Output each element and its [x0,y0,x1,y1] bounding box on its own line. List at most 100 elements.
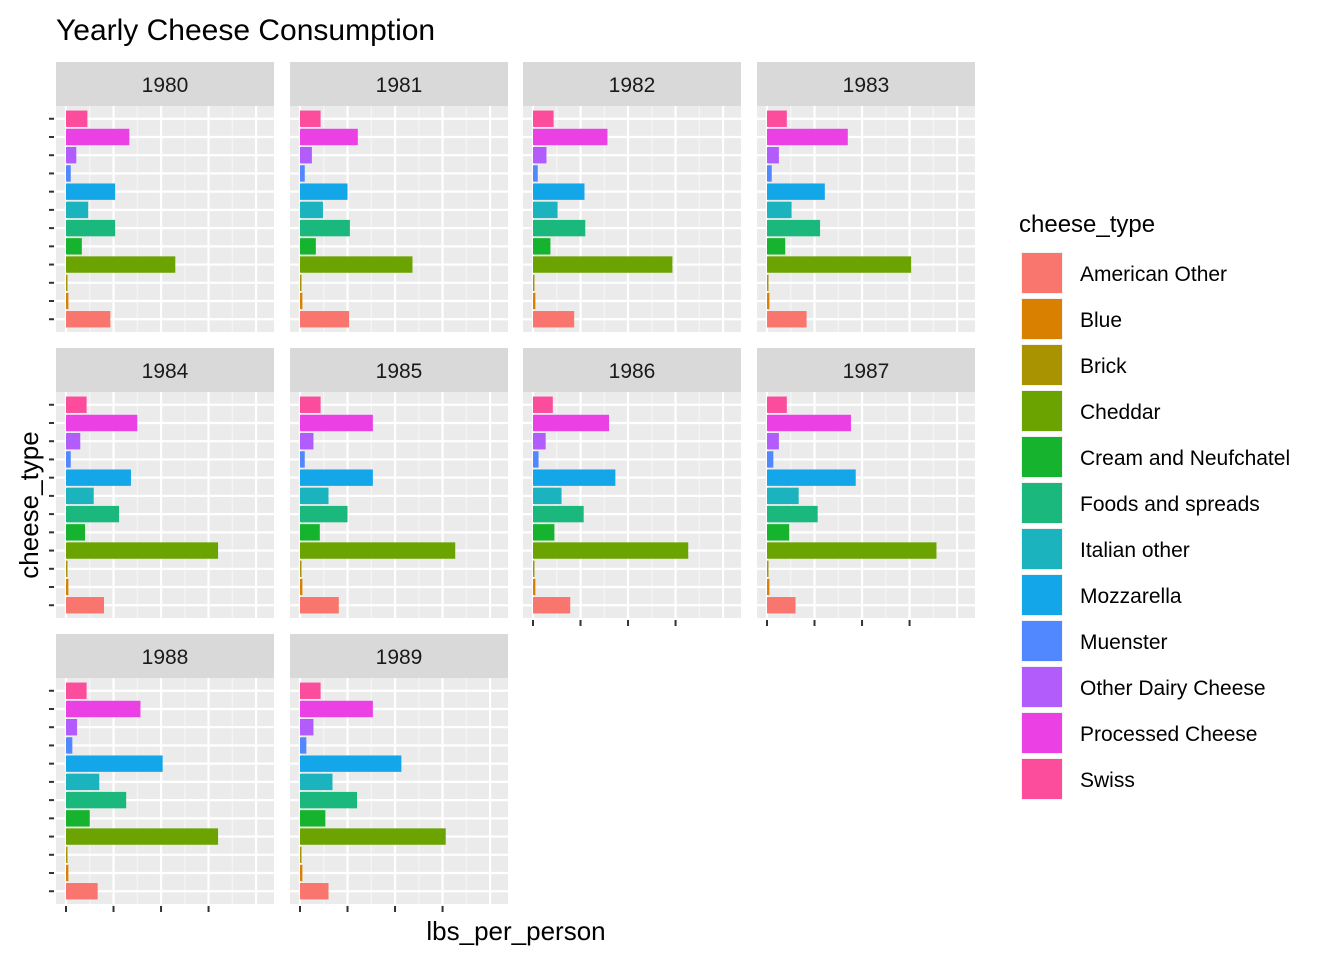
legend-label: Blue [1080,309,1122,332]
bar-american-other [767,597,796,614]
facet-panel-1982: 1982 [523,62,741,332]
bar-processed-cheese [66,128,130,146]
bar-mozzarella [300,183,348,200]
bar-muenster [767,165,772,182]
bar-other-dairy-cheese [300,719,314,736]
facet-strip-label: 1986 [609,360,656,383]
facet-strip-label: 1989 [376,646,423,669]
bar-cheddar [767,542,937,559]
legend-key-swatch [1022,483,1062,523]
bar-muenster [767,451,774,468]
bar-american-other [300,311,350,328]
facet-panel-1985: 1985 [290,348,508,618]
bar-american-other [767,311,807,328]
bar-processed-cheese [767,414,851,432]
bar-cream-and-neufchatel [767,524,790,541]
legend-key-swatch [1022,575,1062,615]
bar-mozzarella [66,755,163,772]
bar-blue [533,292,536,310]
facet-strip [757,348,975,392]
bar-cheddar [300,256,413,273]
bar-cream-and-neufchatel [66,238,82,255]
bar-processed-cheese [300,414,373,432]
facet-strip-label: 1983 [843,74,890,97]
bar-swiss [300,682,321,699]
bar-italian-other [300,201,323,219]
bar-italian-other [300,487,329,505]
facet-strip [523,62,741,106]
bar-swiss [300,396,321,413]
legend: cheese_type American Other Blue Brick Chedd… [1019,211,1290,800]
bar-muenster [300,737,307,754]
legend-label: Brick [1080,355,1127,378]
bar-cheddar [300,542,456,559]
bar-mozzarella [533,183,585,200]
bar-swiss [66,396,87,413]
legend-key-swatch [1022,437,1062,477]
bar-cream-and-neufchatel [66,524,86,541]
bar-brick [533,274,535,291]
facet-strip [56,634,274,678]
bar-brick [300,846,302,863]
facet-strip-label: 1984 [142,360,189,383]
bar-cream-and-neufchatel [66,810,90,827]
bar-foods-and-spreads [66,219,116,237]
facet-strip [290,62,508,106]
legend-item: Other Dairy Cheese [1021,666,1266,708]
bar-muenster [300,451,305,468]
bar-processed-cheese [66,700,141,718]
bar-cheddar [533,542,689,559]
bar-cream-and-neufchatel [300,238,316,255]
legend-item: Foods and spreads [1021,482,1260,524]
bar-blue [533,578,536,596]
bar-italian-other [66,487,94,505]
facet-strip [523,348,741,392]
bar-blue [767,578,770,596]
bar-processed-cheese [300,700,373,718]
legend-label: Italian other [1080,539,1190,562]
bar-italian-other [66,773,100,791]
bar-muenster [533,165,538,182]
bar-other-dairy-cheese [300,433,314,450]
bar-cream-and-neufchatel [767,238,786,255]
bar-cheddar [66,542,219,559]
bar-processed-cheese [300,128,358,146]
bar-italian-other [300,773,333,791]
legend-key-swatch [1022,345,1062,385]
legend-item: Cheddar [1021,390,1161,432]
facet-strip [56,62,274,106]
legend-item: Processed Cheese [1021,712,1257,754]
bar-other-dairy-cheese [66,433,81,450]
bar-cheddar [767,256,912,273]
facet-strip-label: 1987 [843,360,890,383]
legend-label: Foods and spreads [1080,493,1260,516]
bar-muenster [66,165,71,182]
bar-foods-and-spreads [66,505,120,523]
x-axis-label: lbs_per_person [426,916,605,946]
bar-other-dairy-cheese [533,433,546,450]
bar-brick [66,274,68,291]
bar-foods-and-spreads [300,505,348,523]
bar-italian-other [767,487,799,505]
bar-american-other [66,311,111,328]
legend-key-swatch [1022,253,1062,293]
legend-item: Swiss [1021,758,1135,800]
bar-blue [66,578,69,596]
facet-panel-1980: 1980 [49,62,274,332]
bar-mozzarella [66,183,116,200]
bar-american-other [533,311,575,328]
facet-panel-1986: 1986 [523,348,741,626]
bar-cheddar [66,256,176,273]
legend-item: Mozzarella [1021,574,1182,616]
facet-panel-1988: 1988 [49,634,274,912]
facet-panel-1987: 1987 [757,348,975,626]
bar-mozzarella [300,469,373,486]
bar-blue [66,864,69,882]
bar-american-other [533,597,571,614]
bar-other-dairy-cheese [767,433,779,450]
legend-label: Cheddar [1080,401,1161,424]
legend-label: Processed Cheese [1080,723,1257,746]
bar-american-other [300,883,329,900]
bar-foods-and-spreads [767,219,821,237]
